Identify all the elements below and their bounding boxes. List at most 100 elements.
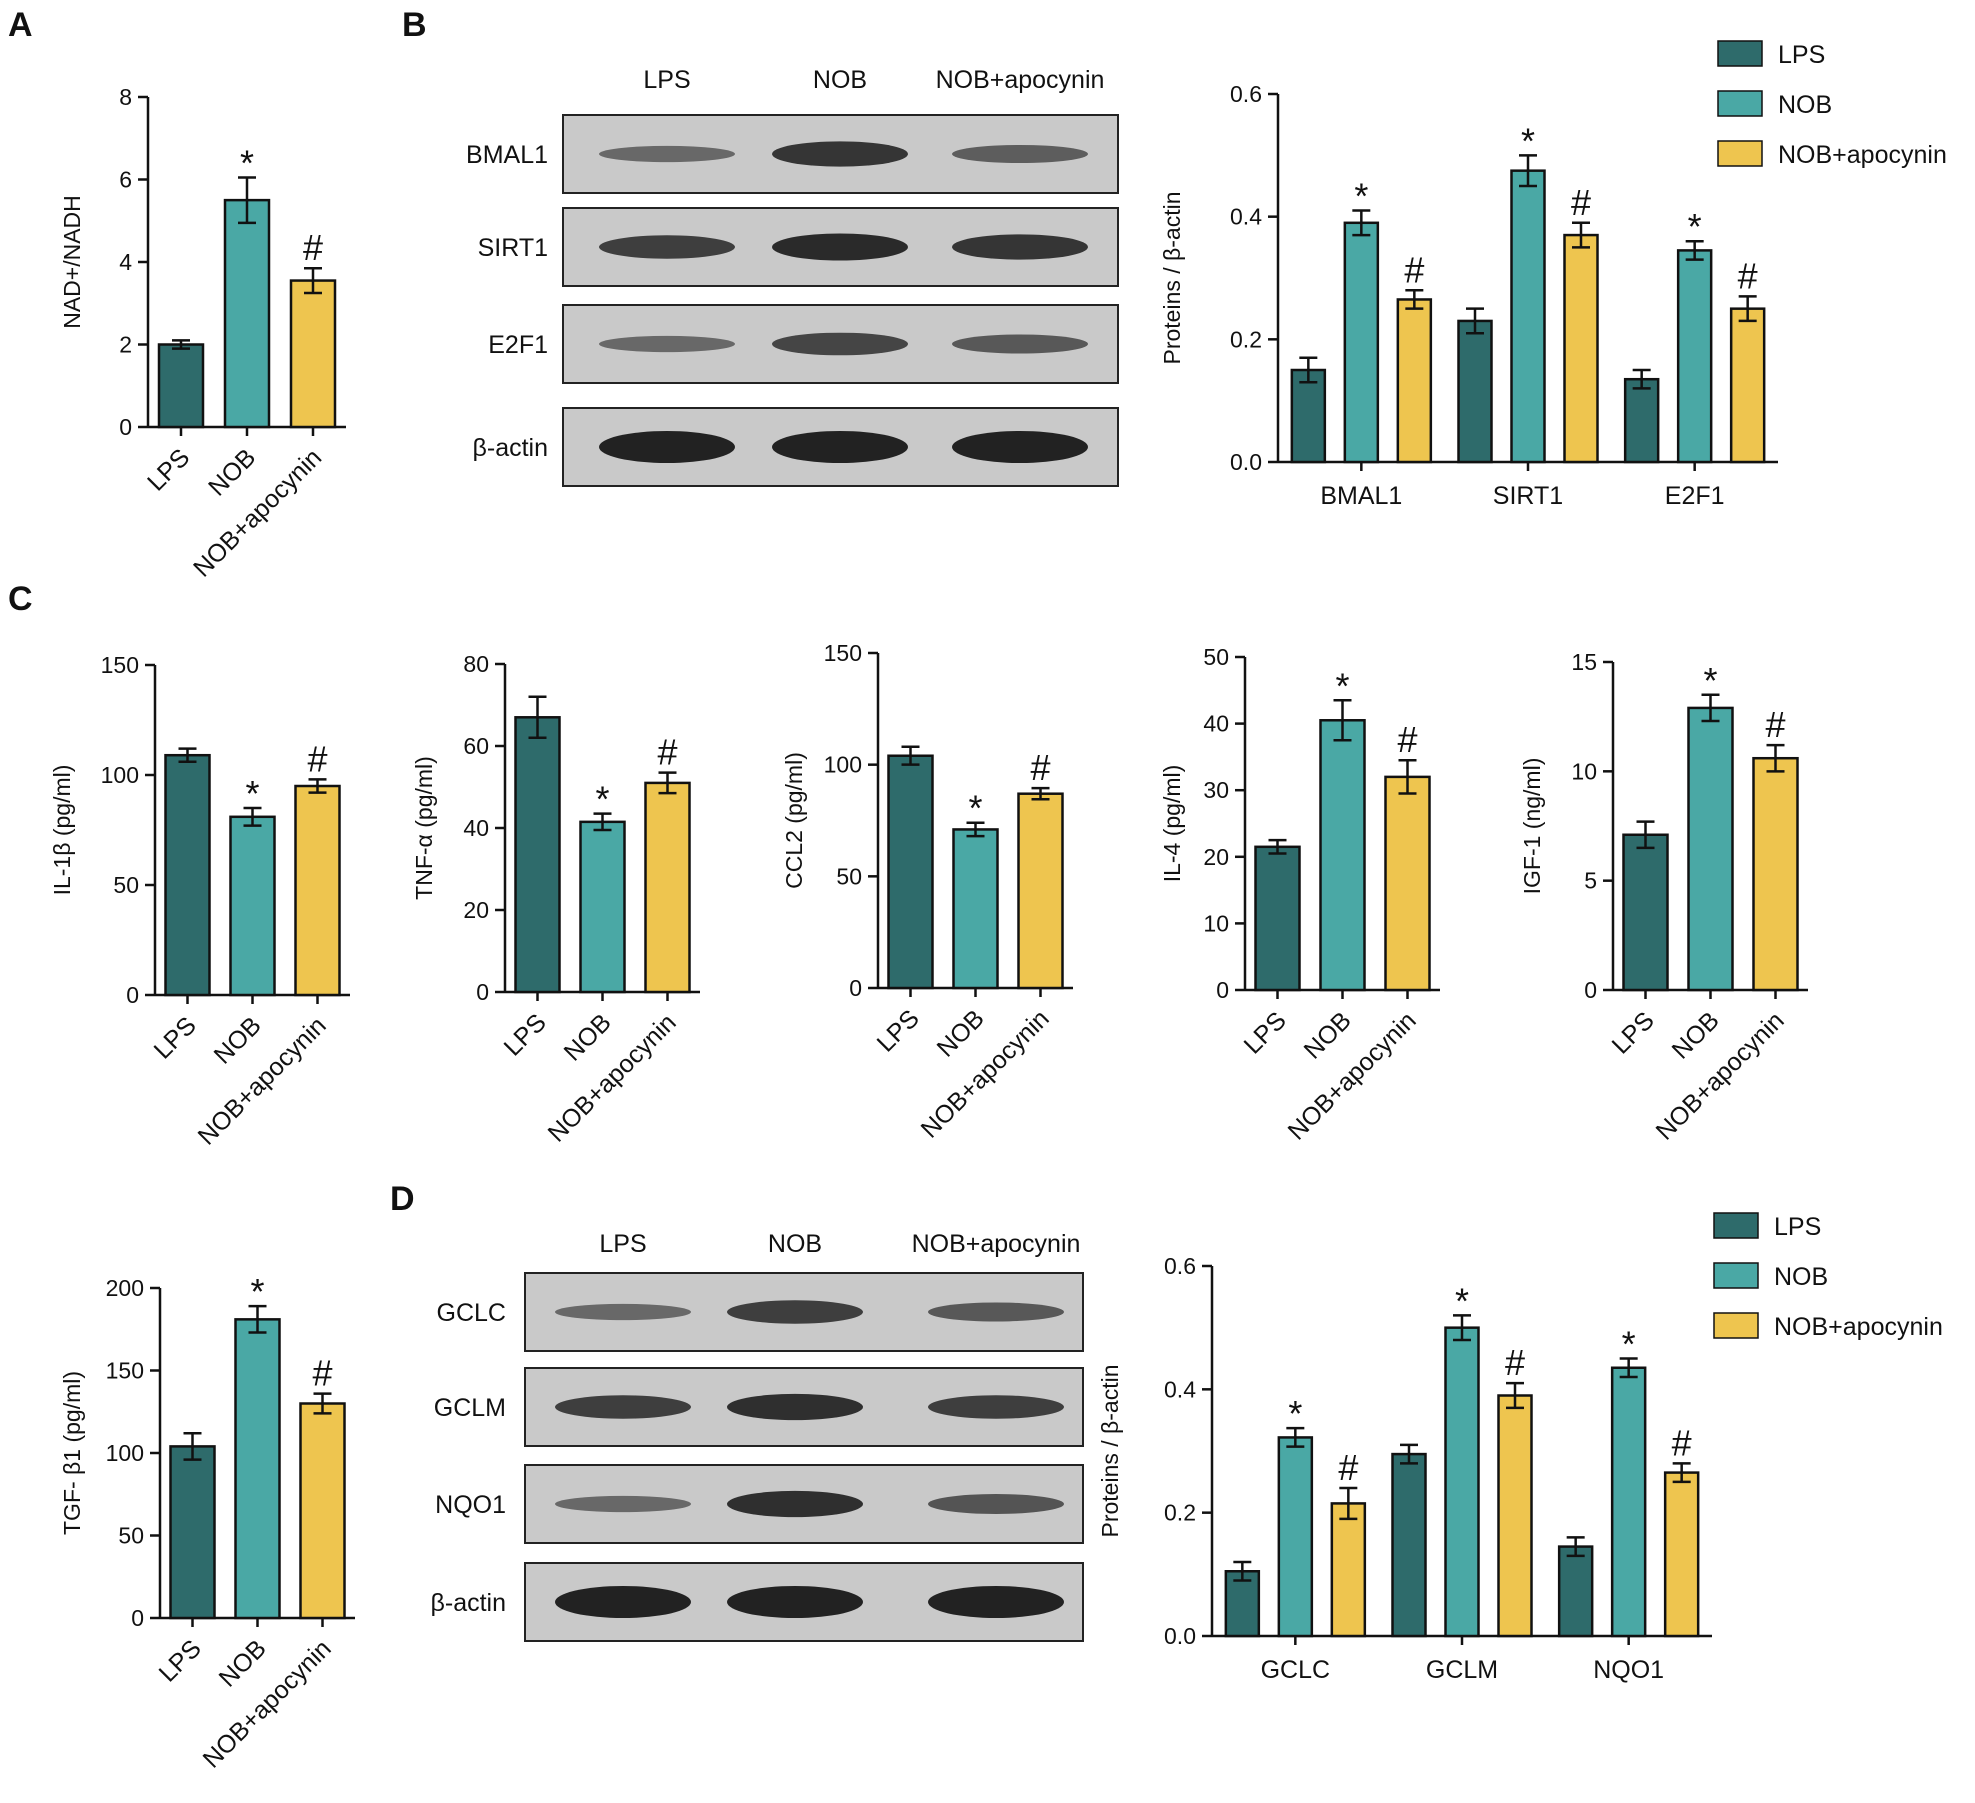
- significance-marker: #: [1765, 704, 1785, 745]
- significance-marker: #: [1505, 1342, 1525, 1383]
- blot-band: [555, 1303, 691, 1321]
- y-tick-label: 0.6: [1164, 1253, 1196, 1279]
- blot-band: [772, 431, 908, 463]
- western-blots: LPS NOB NOB+apocyninBMAL1SIRT1E2F1β-actinL…: [430, 66, 1119, 1642]
- bar: [1676, 249, 1713, 464]
- x-tick-label: NOB: [209, 1011, 267, 1069]
- legend-label: LPS: [1774, 1213, 1821, 1241]
- blot-row-label: E2F1: [488, 331, 548, 359]
- blot-band: [772, 141, 908, 167]
- bar: [1391, 1452, 1427, 1638]
- significance-marker: *: [250, 1271, 264, 1312]
- blot-band: [599, 235, 735, 259]
- bar: [223, 198, 271, 429]
- x-tick-label: BMAL1: [1320, 482, 1402, 510]
- significance-marker: #: [1030, 747, 1050, 788]
- y-tick-label: 0.6: [1230, 81, 1262, 107]
- blot-band: [952, 234, 1088, 260]
- y-tick-label: 100: [101, 762, 139, 788]
- y-tick-label: 200: [106, 1275, 144, 1301]
- bar: [1277, 1436, 1314, 1638]
- legend-label: NOB+apocynin: [1778, 141, 1947, 169]
- y-axis-label: IGF-1 (ng/ml): [1519, 758, 1545, 895]
- blot-band: [928, 1494, 1064, 1514]
- significance-marker: *: [240, 142, 254, 183]
- significance-marker: #: [1672, 1422, 1692, 1463]
- blot-lane-label: NOB: [813, 66, 867, 94]
- bar: [1017, 792, 1064, 990]
- bar: [1623, 377, 1660, 464]
- blot-band: [952, 334, 1088, 354]
- y-tick-label: 0: [131, 1605, 144, 1631]
- y-tick-label: 5: [1584, 868, 1597, 894]
- significance-marker: #: [1397, 719, 1417, 760]
- bar: [1343, 221, 1380, 464]
- x-tick-label: NOB: [203, 443, 261, 501]
- x-tick-label: E2F1: [1665, 482, 1725, 510]
- y-axis-label: Proteins / β-actin: [1097, 1364, 1123, 1537]
- panel-label-b: B: [402, 6, 427, 44]
- bar: [157, 343, 205, 429]
- bar: [169, 1445, 216, 1620]
- y-tick-label: 2: [119, 332, 132, 358]
- legend-swatch: [1713, 1262, 1759, 1289]
- bar: [887, 754, 934, 990]
- y-tick-label: 0: [1584, 977, 1597, 1003]
- blot-band: [772, 233, 908, 261]
- legend-label: NOB+apocynin: [1774, 1313, 1943, 1341]
- y-tick-label: 10: [1203, 910, 1229, 936]
- bar: [1687, 706, 1734, 992]
- y-axis-label: TNF-α (pg/ml): [411, 756, 437, 900]
- bar: [164, 753, 211, 997]
- legends: LPS NOB NOB+apocynin LPS NOB NOB+apocynin: [1713, 40, 1947, 1341]
- x-tick-label: GCLC: [1261, 1656, 1330, 1684]
- bar: [644, 781, 691, 994]
- y-tick-label: 0: [849, 975, 862, 1001]
- significance-marker: *: [245, 773, 259, 814]
- bar: [1752, 756, 1799, 992]
- x-tick-label: NQO1: [1593, 1656, 1664, 1684]
- significance-marker: #: [1571, 182, 1591, 223]
- y-axis-label: IL-4 (pg/ml): [1159, 765, 1185, 883]
- bar: [1729, 307, 1766, 464]
- y-axis-label: IL-1β (pg/ml): [49, 765, 75, 896]
- x-tick-label: LPS: [872, 1004, 925, 1057]
- bar: [1330, 1502, 1367, 1638]
- significance-marker: #: [303, 227, 323, 268]
- blot-lane-label: LPS: [643, 66, 690, 94]
- bar: [294, 784, 341, 997]
- y-tick-label: 50: [1203, 644, 1229, 670]
- blot-row-label: β-actin: [472, 434, 548, 462]
- blot-lane-label: NOB+apocynin: [912, 1230, 1081, 1258]
- blot-panel-d: LPS NOB NOB+apocynin GCLC GCLM NQO1 β-actin: [430, 1230, 1084, 1642]
- y-tick-label: 0.2: [1164, 1500, 1196, 1526]
- blot-lane-label: LPS: [599, 1230, 646, 1258]
- blot-band: [772, 332, 908, 356]
- blot-lane-label: NOB: [768, 1230, 822, 1258]
- blot-band: [599, 145, 735, 163]
- blot-row-label: GCLM: [434, 1394, 506, 1422]
- y-tick-label: 0.4: [1230, 204, 1262, 230]
- y-tick-label: 100: [106, 1440, 144, 1466]
- bar: [1254, 845, 1301, 992]
- y-tick-label: 150: [824, 640, 862, 666]
- significance-marker: *: [1335, 665, 1349, 706]
- y-tick-label: 150: [101, 652, 139, 678]
- blot-band: [727, 1393, 863, 1421]
- y-tick-label: 20: [1203, 844, 1229, 870]
- bar: [514, 716, 561, 994]
- blot-row-label: BMAL1: [466, 141, 548, 169]
- y-tick-label: 40: [1203, 711, 1229, 737]
- significance-marker: #: [657, 732, 677, 773]
- y-tick-label: 15: [1571, 649, 1597, 675]
- x-tick-label: LPS: [1239, 1006, 1292, 1059]
- bar: [1290, 368, 1327, 464]
- bar: [289, 279, 337, 429]
- bar: [1510, 169, 1546, 464]
- x-tick-label: NOB: [932, 1004, 990, 1062]
- y-tick-label: 50: [836, 863, 862, 889]
